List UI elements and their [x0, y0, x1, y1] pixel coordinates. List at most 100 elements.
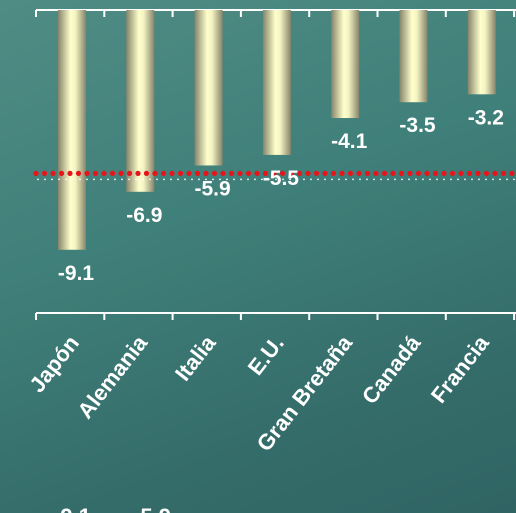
reference-dot [398, 170, 405, 176]
bar [126, 10, 155, 192]
reference-dot [58, 170, 65, 176]
reference-dot [441, 170, 447, 176]
reference-dot-light [296, 178, 298, 181]
reference-dot [458, 170, 464, 176]
reference-dot [339, 170, 345, 176]
reference-dot-light [198, 178, 200, 181]
reference-dot-light [226, 178, 228, 181]
reference-dot-light [457, 178, 459, 181]
reference-dot [475, 170, 481, 176]
value-label: -5.9 [195, 177, 231, 200]
reference-dot-light [121, 178, 123, 181]
reference-dot-light [58, 178, 60, 181]
reference-dot-light [289, 178, 291, 181]
reference-dot-light [44, 178, 46, 181]
bar [194, 10, 223, 166]
reference-dot-light [443, 178, 445, 181]
reference-dot [313, 170, 320, 176]
reference-dot-light [310, 178, 312, 181]
reference-dot [373, 170, 379, 176]
category-label: Francia [426, 330, 494, 408]
value-label: -9.1 [58, 262, 95, 285]
reference-dot [237, 170, 243, 176]
reference-dot-light [100, 178, 102, 181]
value-label: -6.9 [126, 204, 162, 227]
reference-dot-light [471, 178, 473, 181]
reference-dot-light [247, 178, 249, 181]
reference-dot-light [275, 178, 277, 181]
reference-dot-light [37, 178, 39, 181]
reference-dot [466, 170, 473, 176]
value-label: -3.2 [468, 106, 504, 129]
reference-dot-light [373, 178, 375, 181]
reference-dot-light [331, 178, 333, 181]
bar [467, 10, 496, 95]
reference-dot [84, 170, 90, 176]
reference-dot-light [254, 178, 256, 181]
bar [58, 10, 86, 250]
reference-dot [509, 170, 515, 176]
reference-dot-light [142, 178, 144, 181]
reference-dot-light [429, 178, 431, 181]
reference-dot-light [163, 178, 165, 181]
reference-dot [322, 170, 328, 176]
reference-dot [92, 170, 99, 176]
reference-dot-light [205, 178, 207, 181]
reference-dot-light [485, 178, 487, 181]
category-label: E.U. [243, 331, 289, 380]
reference-dot [415, 170, 422, 176]
reference-dot-light [387, 178, 389, 181]
reference-dot [135, 170, 141, 176]
reference-dot-light [317, 178, 319, 181]
reference-dot [279, 170, 286, 176]
reference-dot-light [51, 178, 53, 181]
reference-dot [33, 170, 39, 176]
reference-dot-light [408, 178, 410, 181]
reference-dot-light [135, 178, 137, 181]
reference-dot-light [380, 178, 382, 181]
reference-dot [194, 170, 201, 176]
reference-dot [75, 170, 82, 176]
reference-dot-light [359, 178, 361, 181]
reference-dot-light [128, 178, 130, 181]
reference-dot-light [177, 178, 179, 181]
reference-dot [50, 170, 56, 176]
reference-dot-light [233, 178, 235, 181]
reference-dot [109, 170, 116, 176]
value-label: -5.5 [263, 167, 300, 190]
reference-dot [424, 170, 430, 176]
reference-dot [152, 170, 158, 176]
reference-dot-light [240, 178, 242, 181]
reference-dot-light [422, 178, 424, 181]
reference-dot [500, 170, 507, 176]
reference-dot [330, 170, 337, 176]
bar [331, 10, 360, 119]
bottom-partial-label: -5.9 [133, 504, 171, 513]
reference-dot-light [401, 178, 403, 181]
reference-dot [228, 170, 235, 176]
reference-dot [41, 170, 48, 176]
category-label: Alemania [72, 330, 152, 423]
reference-dot [254, 170, 260, 176]
reference-dot-light [366, 178, 368, 181]
reference-dot-light [492, 178, 494, 181]
reference-dot [262, 170, 269, 176]
reference-dot [101, 170, 107, 176]
reference-dot [203, 170, 209, 176]
reference-dot-light [184, 178, 186, 181]
category-label: Japón [24, 331, 84, 397]
reference-dot-light [352, 178, 354, 181]
reference-dot [271, 170, 277, 176]
reference-dot-light [170, 178, 172, 181]
reference-dot-light [499, 178, 501, 181]
reference-dot-light [79, 178, 81, 181]
reference-dot [356, 170, 362, 176]
reference-dot-light [394, 178, 396, 181]
reference-dot-light [324, 178, 326, 181]
reference-dot [245, 170, 252, 176]
reference-dot-light [345, 178, 347, 181]
reference-dot [288, 170, 294, 176]
bar [262, 10, 291, 155]
reference-dot [118, 170, 124, 176]
